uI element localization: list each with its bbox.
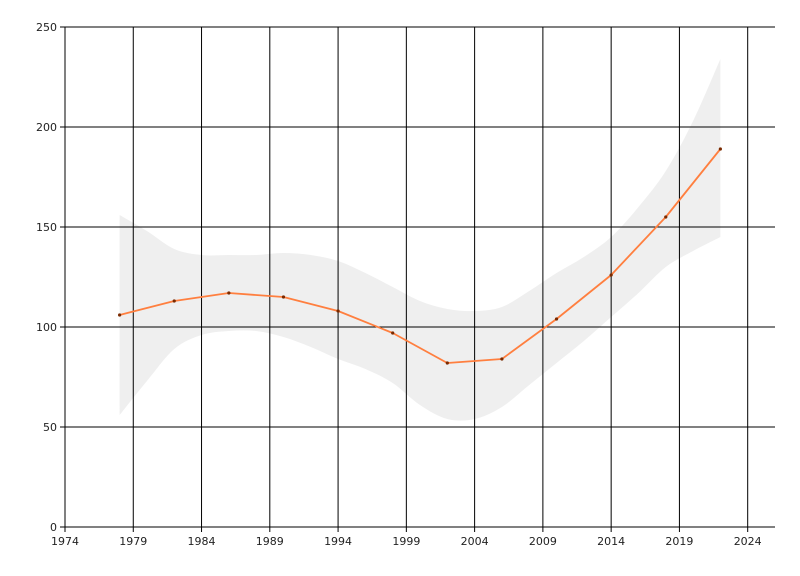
data-point — [500, 357, 504, 361]
x-tick-label: 1979 — [119, 535, 147, 548]
y-tick-label: 250 — [36, 21, 57, 34]
x-tick-label: 2019 — [665, 535, 693, 548]
data-point — [118, 313, 122, 317]
x-tick-label: 2024 — [734, 535, 762, 548]
data-point — [172, 299, 176, 303]
x-tick-label: 1984 — [188, 535, 216, 548]
data-point — [445, 361, 449, 365]
y-tick-label: 100 — [36, 321, 57, 334]
y-tick-label: 150 — [36, 221, 57, 234]
x-tick-label: 1994 — [324, 535, 352, 548]
y-tick-label: 50 — [43, 421, 57, 434]
series-line — [119, 148, 722, 364]
y-tick-label: 200 — [36, 121, 57, 134]
x-tick-label: 1989 — [256, 535, 284, 548]
y-tick-label: 0 — [50, 521, 57, 534]
data-point — [718, 147, 722, 151]
series-layer — [118, 147, 722, 365]
x-tick-label: 1974 — [51, 535, 79, 548]
tick-label-layer: 0 50 100 150 200 250 1974 1979 1984 1989 1994 1999 2… — [36, 21, 762, 548]
data-point — [664, 215, 668, 219]
axis-layer — [60, 26, 775, 532]
data-point — [391, 331, 395, 335]
x-tick-label: 2014 — [597, 535, 625, 548]
data-point — [227, 291, 231, 295]
x-tick-label: 1999 — [392, 535, 420, 548]
data-point — [609, 273, 613, 277]
data-point — [281, 295, 286, 299]
x-tick-label: 2009 — [529, 535, 557, 548]
x-tick-label: 2004 — [461, 535, 489, 548]
data-point — [336, 309, 340, 313]
data-point — [554, 317, 559, 321]
